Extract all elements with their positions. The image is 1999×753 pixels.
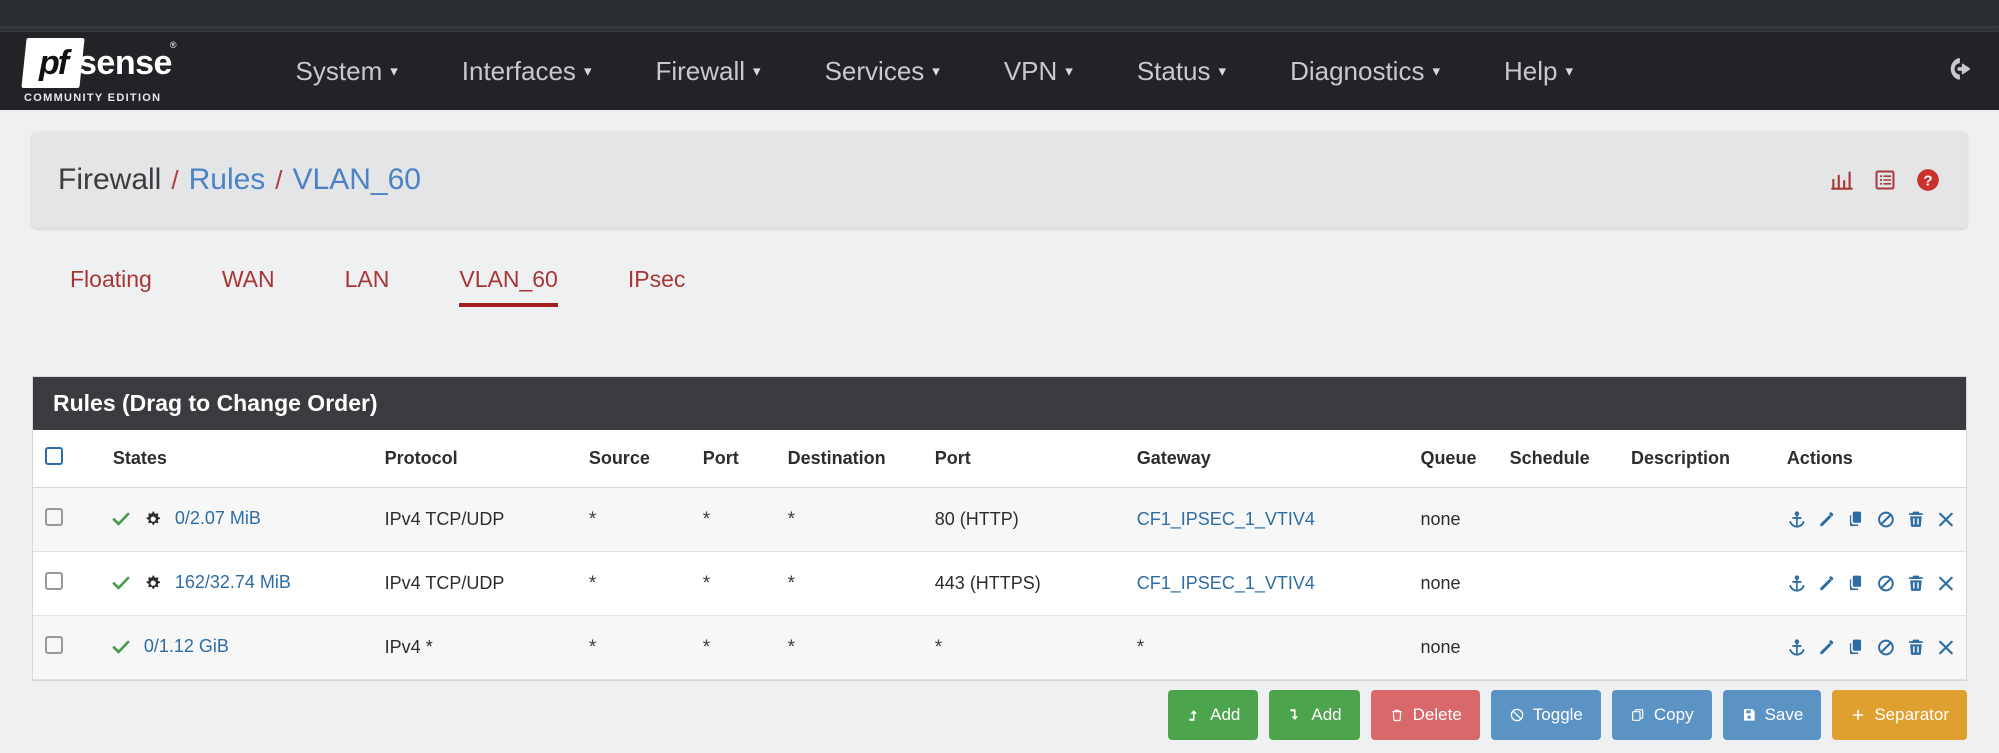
svg-text:?: ? <box>1923 172 1932 189</box>
